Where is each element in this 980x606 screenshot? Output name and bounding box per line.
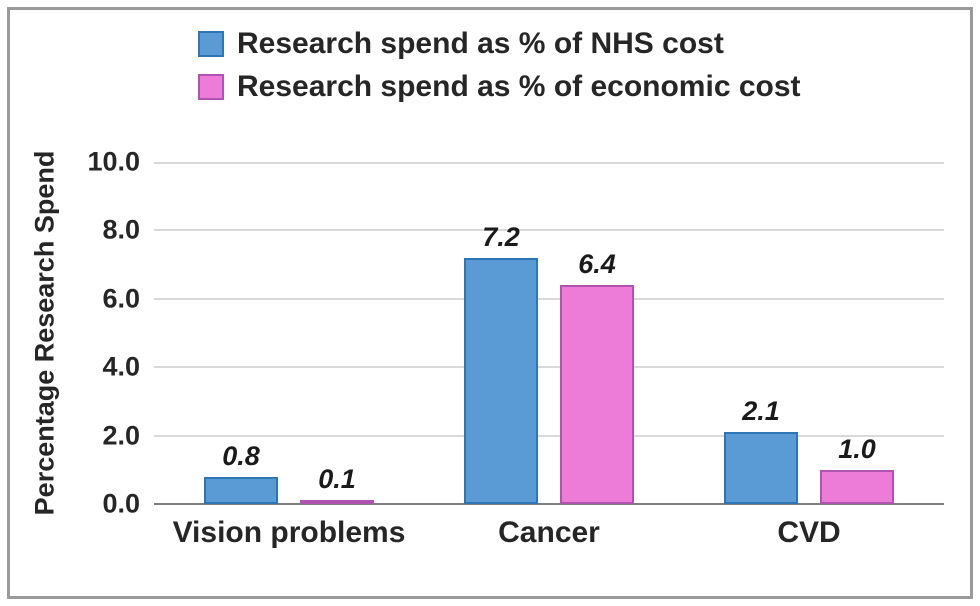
gridline [154,366,944,369]
gridline [154,297,944,300]
tick-label: 10.0 [87,146,140,177]
y-axis-ticks: 10.0 8.0 6.0 4.0 2.0 0.0 [68,147,154,550]
bar-wrap: 1.0 [820,434,894,504]
x-axis-labels: Vision problems Cancer CVD [154,516,944,550]
legend: Research spend as % of NHS cost Research … [198,24,944,106]
bar-wrap: 0.8 [204,441,278,504]
bar-value-label: 7.2 [482,221,520,252]
bar-wrap: 6.4 [560,249,634,504]
bar-value-label: 2.1 [742,396,780,427]
category-label: Cancer [498,516,600,549]
bar [724,432,798,504]
category-label: Vision problems [172,516,406,549]
tick-label: 0.0 [102,488,140,519]
bar [464,257,538,504]
tick-label: 8.0 [102,214,140,245]
chart-frame: Research spend as % of NHS cost Research … [7,7,973,599]
gridline [154,162,944,164]
bar-wrap: 2.1 [724,396,798,504]
bar-groups: 0.8 0.1 7.2 6.4 2.1 1.0 [154,162,944,504]
legend-swatch-icon [198,73,224,100]
tick-label: 6.0 [102,283,140,314]
legend-item: Research spend as % of NHS cost [198,24,944,63]
bar [300,500,374,504]
bar-value-label: 0.1 [318,464,356,494]
chart-body: Percentage Research Spend 10.0 8.0 6.0 4.0 2… [22,147,944,550]
y-axis-title: Percentage Research Spend [29,150,60,516]
legend-label: Research spend as % of NHS cost [237,27,724,60]
bar-group: 2.1 1.0 [684,162,934,504]
plot-wrap: 0.8 0.1 7.2 6.4 2.1 1.0 Vision problems Cancer… [154,162,944,550]
bar-group: 7.2 6.4 [424,162,674,504]
bar-value-label: 1.0 [838,433,876,464]
plot-area: 0.8 0.1 7.2 6.4 2.1 1.0 [154,162,944,505]
bar-value-label: 0.8 [222,440,260,471]
y-axis-title-column: Percentage Research Spend [22,151,68,550]
legend-swatch-icon [198,30,224,57]
legend-item: Research spend as % of economic cost [198,67,944,106]
bar [560,285,634,504]
bar-group: 0.8 0.1 [164,162,414,504]
x-axis-line [154,503,944,505]
legend-label: Research spend as % of economic cost [237,70,801,103]
tick-label: 4.0 [102,351,140,382]
bar [820,469,894,504]
gridline [154,434,944,437]
tick-label: 2.0 [102,420,140,451]
bar-wrap: 7.2 [464,222,538,504]
bar-wrap: 0.1 [300,464,374,504]
category-label: CVD [777,516,841,549]
bar-value-label: 6.4 [578,249,616,280]
bar [204,476,278,504]
gridline [154,229,944,232]
